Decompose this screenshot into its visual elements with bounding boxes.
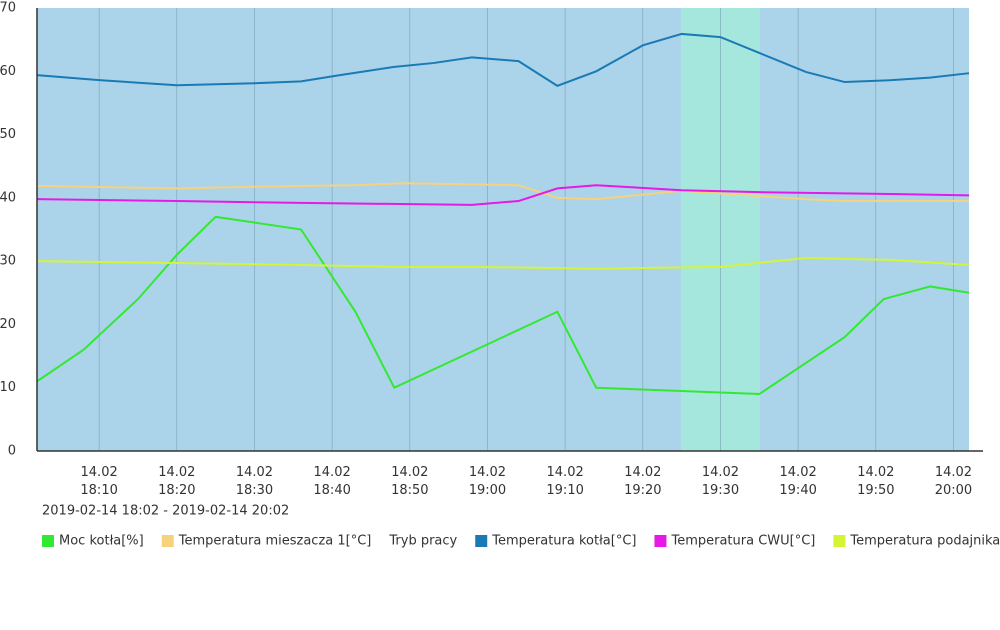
legend-label: Temperatura kotła[°C]: [491, 534, 636, 549]
x-tick-label: 14.02 19:30: [702, 465, 739, 498]
legend-swatch: [833, 535, 846, 547]
legend-swatch: [161, 535, 174, 547]
x-tick-label: 14.02 18:20: [158, 465, 195, 498]
lines: [36, 32, 970, 396]
series-line: [36, 215, 970, 396]
x-tick-label: 14.02 18:50: [391, 465, 428, 498]
x-tick-label-line: 18:50: [391, 483, 428, 498]
x-tick-label-line: 18:10: [80, 483, 117, 498]
x-tick-label-line: 14.02: [236, 465, 273, 480]
x-tick-label-line: 14.02: [702, 465, 739, 480]
legend-swatch: [42, 535, 54, 547]
mode-band: [759, 8, 969, 451]
x-tick-label-line: 14.02: [81, 465, 118, 480]
legend-swatch: [475, 535, 488, 547]
y-tick-label: 30: [0, 254, 16, 269]
x-tick-label-line: 19:10: [546, 483, 583, 498]
series-line: [36, 256, 970, 270]
x-tick-label-line: 14.02: [158, 465, 195, 480]
x-tick-label-line: 14.02: [935, 465, 972, 480]
mode-band: [37, 8, 682, 451]
x-tick-label-line: 14.02: [857, 465, 894, 480]
legend-label: Temperatura CWU[°C]: [670, 534, 815, 549]
x-tick-label: 14.02 18:30: [236, 465, 273, 498]
date-range: 2019-02-14 18:02 - 2019-02-14 20:02: [42, 504, 289, 519]
x-tick-label-line: 19:40: [779, 483, 816, 498]
x-tick-label-line: 19:30: [702, 483, 739, 498]
y-tick-label: 70: [0, 1, 16, 16]
x-tick-label-line: 14.02: [547, 465, 584, 480]
grid: [98, 8, 954, 451]
x-tick-label-line: 19:00: [469, 483, 506, 498]
x-tick-label-line: 14.02: [780, 465, 817, 480]
legend-label: Temperatura podajnika[°C]: [849, 534, 1000, 549]
x-tick-label-line: 19:20: [624, 483, 661, 498]
x-tick-label-line: 14.02: [469, 465, 506, 480]
y-tick-label: 10: [0, 380, 16, 395]
x-tick-label-line: 18:20: [158, 483, 195, 498]
x-tick-label: 14.02 20:00: [935, 465, 972, 498]
x-tick-label: 14.02 18:40: [313, 465, 350, 498]
y-tick-label: 0: [8, 444, 16, 459]
x-tick-label: 14.02 18:10: [80, 465, 117, 498]
x-tick-label-line: 18:40: [313, 483, 350, 498]
y-tick-label: 40: [0, 190, 16, 205]
x-tick-label-line: 14.02: [624, 465, 661, 480]
y-tick-label: 50: [0, 127, 16, 142]
x-tick-label: 14.02 19:40: [779, 465, 816, 498]
y-tick-label: 20: [0, 317, 16, 332]
x-tick-label-line: 20:00: [935, 483, 972, 498]
x-tick-label: 14.02 19:00: [469, 465, 506, 498]
x-tick-label: 14.02 19:20: [624, 465, 661, 498]
legend-label: Temperatura mieszacza 1[°C]: [178, 534, 372, 549]
legend-label: Tryb pracy: [388, 534, 457, 549]
x-tick-label-line: 18:30: [236, 483, 273, 498]
bands: [37, 8, 969, 451]
series-line: [36, 184, 970, 206]
x-tick-label-line: 14.02: [391, 465, 428, 480]
x-tick-label: 14.02 19:50: [857, 465, 894, 498]
x-tick-label-line: 19:50: [857, 483, 894, 498]
x-tick-label-line: 14.02: [314, 465, 351, 480]
legend-swatch: [654, 535, 667, 547]
series-line: [36, 182, 969, 203]
legend-label: Moc kotła[%]: [59, 534, 144, 549]
y-tick-label: 60: [0, 64, 16, 79]
x-tick-label: 14.02 19:10: [546, 465, 583, 498]
series-line: [36, 32, 970, 87]
